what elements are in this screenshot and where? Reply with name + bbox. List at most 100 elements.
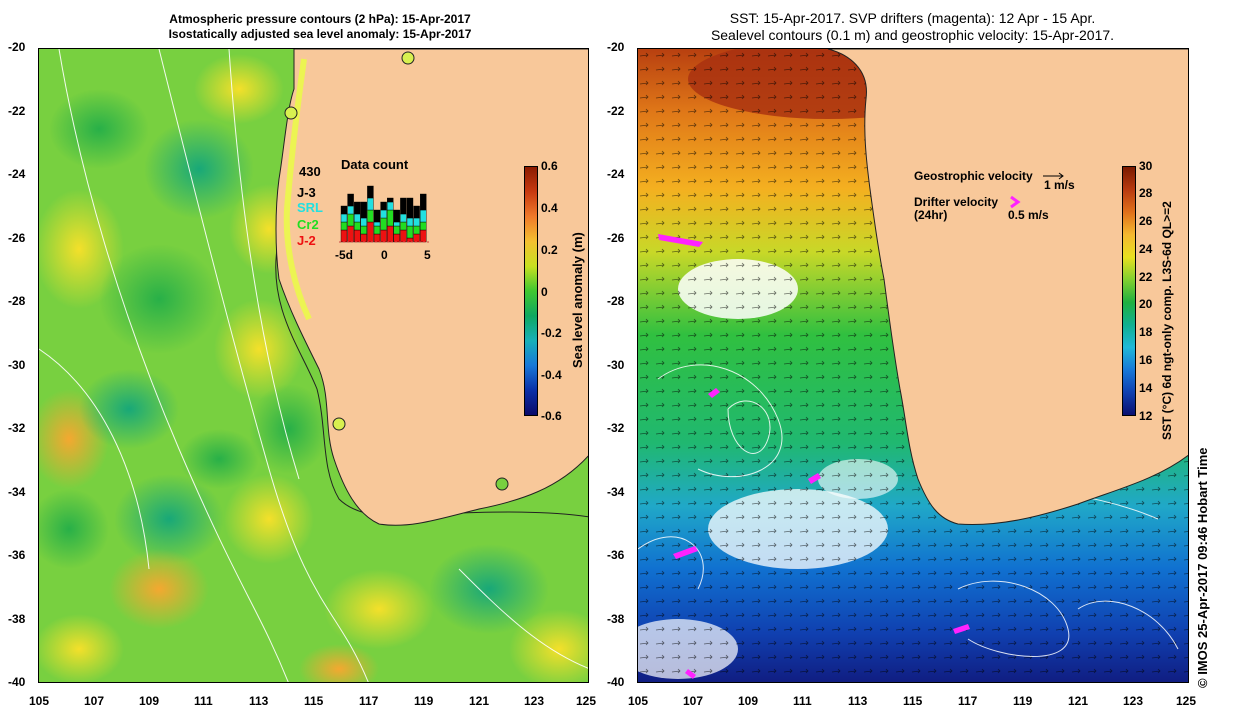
data-count-bar-segment — [354, 229, 361, 243]
sea-level-colorbar — [524, 166, 538, 416]
left-map-title: Atmospheric pressure contours (2 hPa): 1… — [40, 12, 600, 42]
data-count-bar-segment — [373, 221, 381, 227]
data-count-bar-segment — [413, 225, 420, 235]
data-count-bar-segment — [406, 225, 414, 239]
drifter-velocity-sublabel: (24hr) — [914, 208, 947, 222]
data-count-bar-segment — [373, 209, 381, 223]
data-count-bar-segment — [420, 193, 427, 211]
data-count-bar-segment — [400, 229, 407, 243]
geostrophic-scale-label: 1 m/s — [1044, 178, 1075, 192]
lon-tick: 117 — [958, 694, 978, 708]
lat-tick: -24 — [607, 167, 625, 181]
lat-tick: -20 — [607, 40, 625, 54]
right-title-line2: Sealevel contours (0.1 m) and geostrophi… — [710, 27, 1115, 43]
data-count-bar-segment — [400, 213, 407, 223]
right-map-title: SST: 15-Apr-2017. SVP drifters (magenta)… — [640, 10, 1185, 44]
lat-tick: -36 — [607, 548, 625, 562]
data-count-bar-segment — [347, 225, 354, 243]
lat-tick: -40 — [8, 675, 26, 689]
pressure-contours — [39, 49, 588, 682]
data-count-bar-segment — [393, 233, 400, 243]
sst-svg: Geostrophic velocity 1 m/s Drifter veloc… — [638, 49, 1188, 682]
lat-tick: -32 — [8, 421, 26, 435]
colorbar-tick: 20 — [1139, 297, 1153, 311]
lat-tick: -30 — [607, 358, 625, 372]
lon-tick: 113 — [249, 694, 269, 708]
data-count-bar-segment — [354, 221, 361, 231]
lat-tick: -32 — [607, 421, 625, 435]
lon-tick: 105 — [628, 694, 649, 708]
colorbar-tick: 0.4 — [541, 201, 558, 215]
svp-drifter-tracks — [658, 234, 970, 679]
data-count-bar-segment — [420, 229, 427, 243]
drifter-track — [953, 624, 970, 634]
lon-tick: 123 — [1123, 694, 1144, 708]
drifter-velocity-label: Drifter velocity — [914, 195, 998, 209]
data-count-bar-segment — [420, 209, 427, 223]
data-count-bar-segment — [420, 221, 427, 231]
lat-tick: -34 — [8, 485, 26, 499]
data-count-bar-segment — [406, 197, 414, 219]
lat-tick: -30 — [8, 358, 26, 372]
australia-landmass — [275, 49, 588, 526]
lon-tick: 117 — [359, 694, 379, 708]
data-count-bar-segment — [406, 217, 414, 227]
data-count-bar-segment — [367, 221, 374, 243]
tide-gauge-marker — [401, 51, 415, 65]
imos-credit: © IMOS 25-Apr-2017 09:46 Hobart Time — [1195, 447, 1210, 688]
data-count-bar-segment — [373, 225, 381, 235]
data-count-bar-segment — [413, 217, 420, 227]
data-count-bar-segment — [387, 209, 394, 227]
data-count-xtick: -5d — [335, 248, 353, 262]
lat-tick: -28 — [8, 294, 26, 308]
data-count-bar-segment — [373, 233, 381, 243]
colorbar-tick: 24 — [1139, 242, 1153, 256]
lat-tick: -26 — [8, 231, 26, 245]
lon-tick: 109 — [139, 694, 160, 708]
data-count-inset: 430 Data count J-3 SRL Cr2 J-2 -5d 0 5 — [297, 157, 431, 262]
drifter-scale-label: 0.5 m/s — [1008, 208, 1049, 222]
anomaly-blobs — [39, 54, 588, 682]
legend-j3: J-3 — [297, 185, 316, 200]
data-count-bar-segment — [340, 229, 348, 243]
lat-tick: -40 — [607, 675, 625, 689]
drifter-track — [708, 388, 720, 398]
lon-tick: 111 — [793, 694, 812, 708]
data-count-title: Data count — [341, 157, 409, 172]
legend-srl: SRL — [297, 200, 323, 215]
data-count-bar-segment — [367, 185, 374, 199]
lon-tick: 119 — [414, 694, 434, 708]
colorbar-tick: 26 — [1139, 214, 1153, 228]
lon-tick: 105 — [29, 694, 50, 708]
lat-tick: -22 — [8, 104, 26, 118]
lat-tick: -28 — [607, 294, 625, 308]
sst-colorbar — [1122, 166, 1136, 416]
data-count-bar-segment — [340, 205, 348, 215]
left-title-line2: Isostatically adjusted sea level anomaly… — [168, 27, 472, 41]
lon-tick: 123 — [524, 694, 545, 708]
data-count-bar-segment — [387, 197, 394, 203]
colorbar-tick: 0.6 — [541, 159, 558, 173]
data-count-bar-segment — [340, 221, 348, 231]
data-count-bar-segment — [393, 225, 400, 235]
data-count-bar-segment — [354, 201, 361, 215]
data-count-bar-segment — [360, 233, 367, 243]
data-count-bar-segment — [400, 197, 407, 215]
data-count-bar-segment — [413, 205, 420, 219]
lat-tick: -38 — [607, 612, 625, 626]
data-count-bar-segment — [347, 193, 354, 207]
colorbar-tick: 16 — [1139, 353, 1153, 367]
data-count-bar-segment — [400, 221, 407, 231]
lon-tick: 107 — [683, 694, 704, 708]
lon-tick: 109 — [738, 694, 759, 708]
colorbar-tick: 18 — [1139, 325, 1153, 339]
lat-tick: -38 — [8, 612, 26, 626]
data-count-bar-segment — [347, 213, 354, 227]
sst-colorbar-label: SST (°C) 6d ngt-only comp. L3S-6d QL>=2 — [1160, 201, 1174, 440]
lat-tick: -26 — [607, 231, 625, 245]
data-count-bar-segment — [360, 217, 367, 227]
data-count-bar-segment — [380, 201, 387, 211]
velocity-legend: Geostrophic velocity 1 m/s Drifter veloc… — [914, 169, 1075, 222]
left-title-line1: Atmospheric pressure contours (2 hPa): 1… — [169, 12, 471, 26]
tide-gauge-marker — [332, 417, 346, 431]
